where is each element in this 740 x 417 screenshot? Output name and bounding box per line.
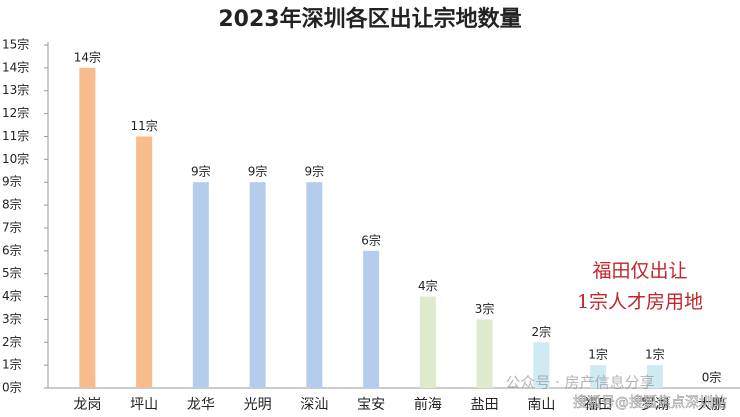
watermark: 公众号 · 房产信息分享 bbox=[505, 374, 654, 392]
value-label: 11宗 bbox=[130, 118, 157, 133]
y-tick-label: 8宗 bbox=[2, 197, 22, 212]
x-tick-label: 盐田 bbox=[471, 397, 499, 413]
bar bbox=[363, 250, 380, 388]
y-tick-label: 12宗 bbox=[2, 105, 29, 120]
watermark: 搜狐号@搜狐焦点深圳站 bbox=[573, 395, 727, 411]
value-label: 9宗 bbox=[191, 164, 211, 179]
value-label: 1宗 bbox=[588, 347, 608, 362]
bar bbox=[79, 67, 96, 388]
bar bbox=[646, 365, 663, 388]
x-tick-label: 坪山 bbox=[130, 397, 158, 413]
annotation: 福田仅出让 bbox=[592, 260, 687, 282]
y-tick-label: 5宗 bbox=[2, 265, 22, 280]
value-label: 9宗 bbox=[248, 164, 268, 179]
x-tick-label: 大鹏 bbox=[698, 397, 726, 413]
x-tick-label: 前海 bbox=[414, 396, 442, 413]
y-tick-label: 7宗 bbox=[2, 219, 22, 234]
y-tick-label: 14宗 bbox=[2, 59, 29, 74]
bar bbox=[249, 182, 266, 388]
chart-title: 2023年深圳各区出让宗地数量 bbox=[218, 6, 521, 32]
value-label: 1宗 bbox=[645, 347, 665, 362]
bar bbox=[419, 296, 436, 388]
x-tick-label: 龙华 bbox=[187, 397, 215, 413]
value-label: 3宗 bbox=[475, 301, 495, 316]
x-tick-label: 宝安 bbox=[357, 397, 385, 413]
y-tick-label: 4宗 bbox=[2, 288, 22, 303]
y-tick-label: 0宗 bbox=[2, 380, 22, 395]
bar bbox=[476, 319, 493, 388]
y-tick-label: 3宗 bbox=[2, 311, 22, 326]
x-tick-label: 罗湖 bbox=[641, 397, 669, 413]
bar bbox=[192, 182, 209, 388]
bar bbox=[136, 136, 153, 388]
value-label: 2宗 bbox=[532, 324, 552, 339]
value-label: 4宗 bbox=[418, 278, 438, 293]
y-tick-label: 1宗 bbox=[2, 357, 22, 372]
bar bbox=[533, 342, 550, 388]
x-tick-label: 光明 bbox=[244, 397, 272, 413]
y-tick-label: 15宗 bbox=[2, 37, 29, 52]
y-tick-label: 2宗 bbox=[2, 334, 22, 349]
x-tick-label: 深汕 bbox=[300, 397, 328, 413]
y-tick-label: 9宗 bbox=[2, 174, 22, 189]
bar bbox=[590, 365, 607, 388]
y-tick-label: 11宗 bbox=[2, 128, 29, 143]
value-label: 0宗 bbox=[702, 370, 722, 385]
y-tick-label: 6宗 bbox=[2, 242, 22, 257]
annotation: 1宗人才房用地 bbox=[577, 291, 703, 313]
x-tick-label: 南山 bbox=[527, 397, 555, 413]
y-tick-label: 13宗 bbox=[2, 82, 29, 97]
x-tick-label: 龙岗 bbox=[73, 397, 101, 413]
value-label: 14宗 bbox=[74, 49, 101, 64]
value-label: 9宗 bbox=[305, 164, 325, 179]
x-tick-label: 福田 bbox=[584, 397, 612, 413]
y-tick-label: 10宗 bbox=[2, 151, 29, 166]
bar bbox=[306, 182, 323, 388]
value-label: 6宗 bbox=[361, 232, 381, 247]
